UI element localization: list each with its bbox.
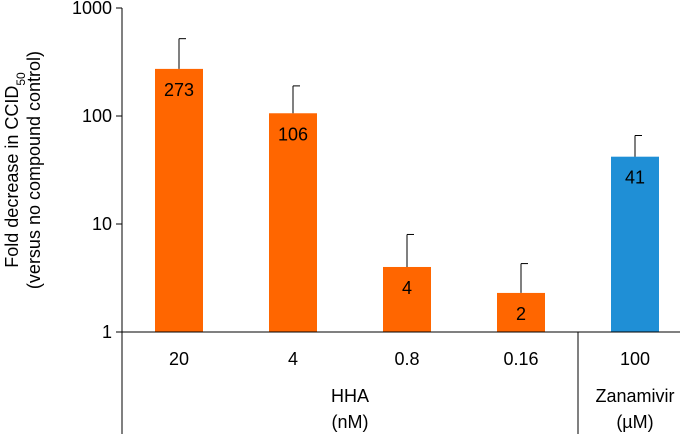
svg-text:Fold decrease in CCID50: Fold decrease in CCID50: [2, 72, 28, 268]
y-axis-title-subscript: 50: [14, 72, 28, 86]
y-tick-label: 10: [92, 214, 112, 234]
y-axis-title: Fold decrease in CCID50 (versus no compo…: [2, 51, 44, 289]
data-label: 106: [278, 124, 308, 144]
x-category-label: 4: [288, 349, 298, 369]
bar: [155, 68, 203, 332]
group-unit-label: (µM): [616, 412, 653, 432]
x-category-label: 20: [169, 349, 189, 369]
x-category-label: 100: [620, 349, 650, 369]
data-label: 4: [402, 278, 412, 298]
bar: [269, 113, 317, 332]
bar: [383, 266, 431, 332]
x-category-label: 0.16: [503, 349, 538, 369]
bar: [611, 156, 659, 332]
data-label: 2: [516, 304, 526, 324]
group-name-label: HHA: [331, 386, 369, 406]
y-axis-title-line2: (versus no compound control): [24, 51, 44, 289]
y-tick-label: 1: [102, 322, 112, 342]
y-axis-title-line1: Fold decrease in CCID: [2, 86, 22, 268]
group-name-label: Zanamivir: [595, 386, 674, 406]
y-tick-label: 100: [82, 106, 112, 126]
x-category-label: 0.8: [394, 349, 419, 369]
data-label: 273: [164, 80, 194, 100]
y-tick-label: 1000: [72, 0, 112, 18]
data-label: 41: [625, 168, 645, 188]
bars-layer: 273 106 4 2 41: [155, 38, 659, 332]
group-unit-label: (nM): [332, 412, 369, 432]
y-axis: 1 10 100 1000: [72, 0, 123, 342]
x-axis: 20 4 0.8 0.16 100 HHA (nM) Zanamivir (µM): [121, 331, 680, 434]
bar: [497, 292, 545, 332]
